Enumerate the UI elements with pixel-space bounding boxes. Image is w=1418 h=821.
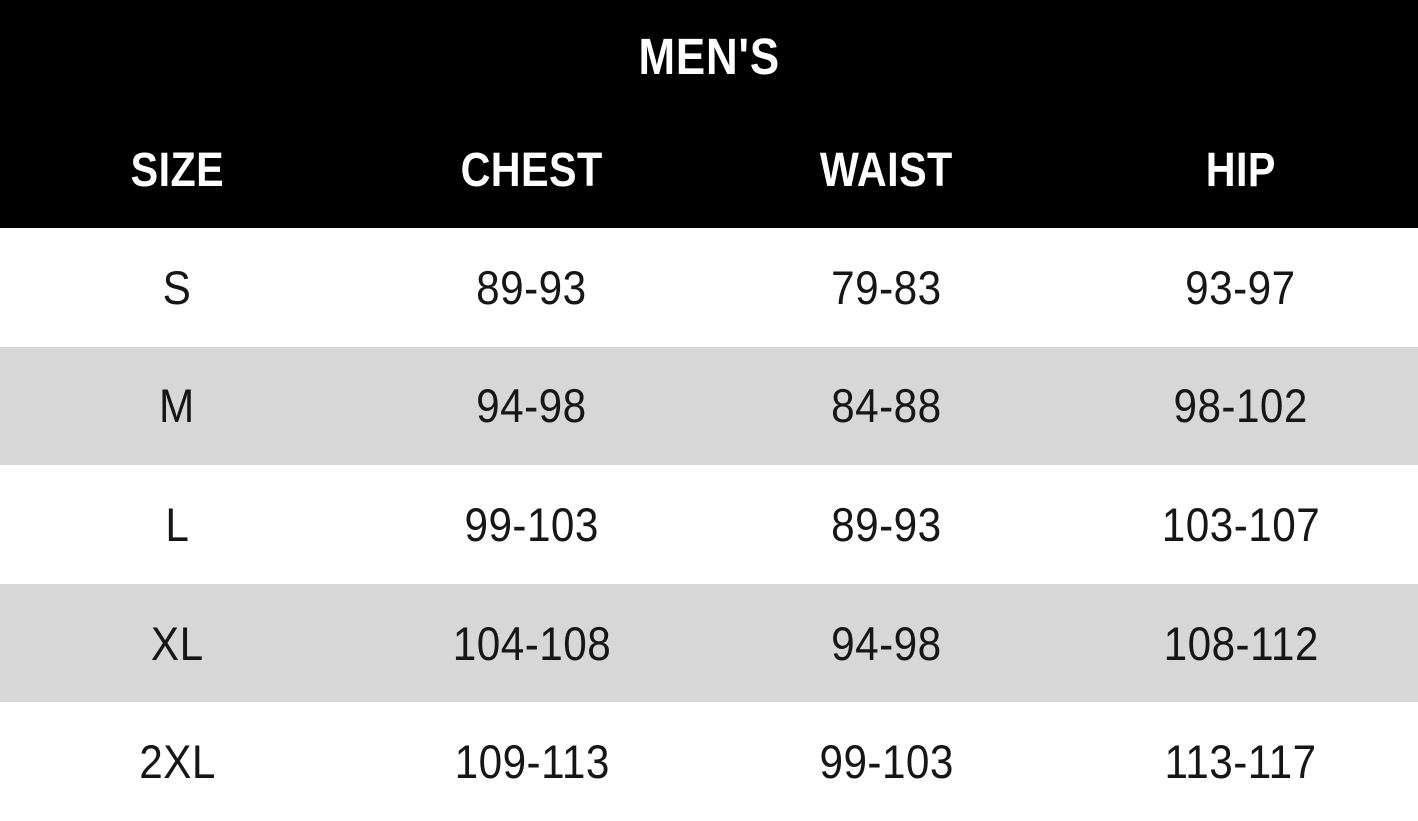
hip-value: 98-102 xyxy=(1173,379,1308,433)
chest-value: 104-108 xyxy=(452,616,611,670)
column-header-hip-label: HIP xyxy=(1205,143,1276,197)
hip-value: 93-97 xyxy=(1185,260,1296,314)
column-header-size: SIZE xyxy=(0,106,355,228)
hip-value: 103-107 xyxy=(1161,497,1320,551)
chest-value: 94-98 xyxy=(476,379,587,433)
column-header-chest: CHEST xyxy=(354,106,709,228)
waist-value: 99-103 xyxy=(819,735,954,789)
column-header-waist: WAIST xyxy=(709,106,1064,228)
waist-cell: 99-103 xyxy=(709,702,1064,821)
size-chart-body: S 89-93 79-83 93-97 M 94-98 84-88 98-102… xyxy=(0,228,1418,821)
table-row-s: S 89-93 79-83 93-97 xyxy=(0,228,1418,347)
size-cell: 2XL xyxy=(0,702,355,821)
column-header-hip: HIP xyxy=(1063,106,1418,228)
waist-cell: 89-93 xyxy=(709,465,1064,584)
chest-cell: 99-103 xyxy=(355,465,710,584)
table-row-m: M 94-98 84-88 98-102 xyxy=(0,346,1418,466)
hip-cell: 103-107 xyxy=(1064,465,1418,584)
size-cell: M xyxy=(0,347,355,466)
size-cell: XL xyxy=(0,584,355,703)
chart-title-cell: MEN'S xyxy=(0,0,1418,106)
table-row-2xl: 2XL 109-113 99-103 113-117 xyxy=(0,702,1418,821)
size-value: 2XL xyxy=(138,735,216,789)
hip-value: 108-112 xyxy=(1163,616,1319,670)
column-header-size-label: SIZE xyxy=(130,143,224,197)
hip-cell: 98-102 xyxy=(1064,347,1418,466)
hip-cell: 93-97 xyxy=(1064,228,1418,347)
column-header-chest-label: CHEST xyxy=(460,143,603,197)
hip-cell: 108-112 xyxy=(1064,584,1418,703)
chest-value: 89-93 xyxy=(476,260,587,314)
size-value: XL xyxy=(150,616,204,670)
chart-title: MEN'S xyxy=(638,27,780,85)
chest-value: 109-113 xyxy=(454,735,610,789)
hip-cell: 113-117 xyxy=(1064,702,1418,821)
table-row-xl: XL 104-108 94-98 108-112 xyxy=(0,583,1418,703)
waist-value: 89-93 xyxy=(831,497,942,551)
column-header-waist-label: WAIST xyxy=(819,143,953,197)
waist-cell: 94-98 xyxy=(709,584,1064,703)
size-value: M xyxy=(159,379,196,433)
waist-value: 79-83 xyxy=(831,260,942,314)
chest-cell: 89-93 xyxy=(355,228,710,347)
hip-value: 113-117 xyxy=(1164,735,1317,789)
chest-cell: 104-108 xyxy=(355,584,710,703)
size-value: S xyxy=(162,260,192,314)
chest-value: 99-103 xyxy=(464,497,599,551)
size-chart-header: MEN'S SIZE CHEST WAIST HIP xyxy=(0,0,1418,228)
chest-cell: 94-98 xyxy=(355,347,710,466)
waist-cell: 79-83 xyxy=(709,228,1064,347)
waist-value: 84-88 xyxy=(831,379,942,433)
waist-value: 94-98 xyxy=(831,616,942,670)
size-cell: S xyxy=(0,228,355,347)
title-row: MEN'S xyxy=(0,0,1418,106)
size-value: L xyxy=(165,497,190,551)
table-row-l: L 99-103 89-93 103-107 xyxy=(0,465,1418,584)
column-header-row: SIZE CHEST WAIST HIP xyxy=(0,106,1418,228)
waist-cell: 84-88 xyxy=(709,347,1064,466)
chest-cell: 109-113 xyxy=(355,702,710,821)
size-cell: L xyxy=(0,465,355,584)
